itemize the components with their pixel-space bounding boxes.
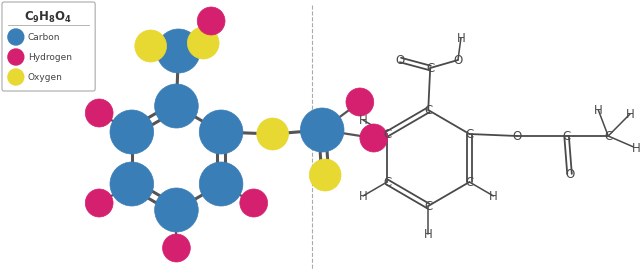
Text: O: O xyxy=(513,130,522,142)
Circle shape xyxy=(157,29,200,73)
Text: C: C xyxy=(465,128,474,141)
Circle shape xyxy=(360,124,388,152)
Text: Carbon: Carbon xyxy=(28,32,60,42)
Text: C: C xyxy=(424,103,433,117)
Circle shape xyxy=(300,108,344,152)
Text: C: C xyxy=(604,130,612,142)
Circle shape xyxy=(85,189,113,217)
Text: H: H xyxy=(358,189,367,202)
Circle shape xyxy=(8,69,24,85)
Circle shape xyxy=(197,7,225,35)
Text: H: H xyxy=(456,32,465,45)
Circle shape xyxy=(135,30,166,62)
Text: H: H xyxy=(489,189,498,202)
Circle shape xyxy=(155,84,198,128)
Text: O: O xyxy=(396,54,405,67)
Text: C: C xyxy=(426,62,435,75)
Circle shape xyxy=(188,27,219,59)
Text: C: C xyxy=(383,175,391,188)
Circle shape xyxy=(199,162,243,206)
Text: H: H xyxy=(626,108,634,120)
FancyBboxPatch shape xyxy=(2,2,95,91)
Text: Hydrogen: Hydrogen xyxy=(28,53,72,62)
Text: H: H xyxy=(632,142,640,155)
Circle shape xyxy=(8,29,24,45)
Text: H: H xyxy=(594,103,603,117)
Text: H: H xyxy=(424,227,433,241)
Text: Oxygen: Oxygen xyxy=(28,73,63,81)
Circle shape xyxy=(155,188,198,232)
Text: O: O xyxy=(453,54,463,67)
Text: O: O xyxy=(565,167,574,180)
Circle shape xyxy=(199,110,243,154)
Text: C: C xyxy=(563,130,571,142)
Circle shape xyxy=(346,88,374,116)
Circle shape xyxy=(85,99,113,127)
Circle shape xyxy=(110,110,154,154)
Circle shape xyxy=(163,234,190,262)
Text: $\mathregular{C_9H_8O_4}$: $\mathregular{C_9H_8O_4}$ xyxy=(24,9,73,24)
Circle shape xyxy=(110,162,154,206)
Circle shape xyxy=(309,159,341,191)
Circle shape xyxy=(240,189,268,217)
Text: C: C xyxy=(465,175,474,188)
Circle shape xyxy=(257,118,289,150)
Text: C: C xyxy=(424,199,433,213)
Circle shape xyxy=(8,49,24,65)
Text: C: C xyxy=(383,128,391,141)
Text: H: H xyxy=(358,114,367,126)
